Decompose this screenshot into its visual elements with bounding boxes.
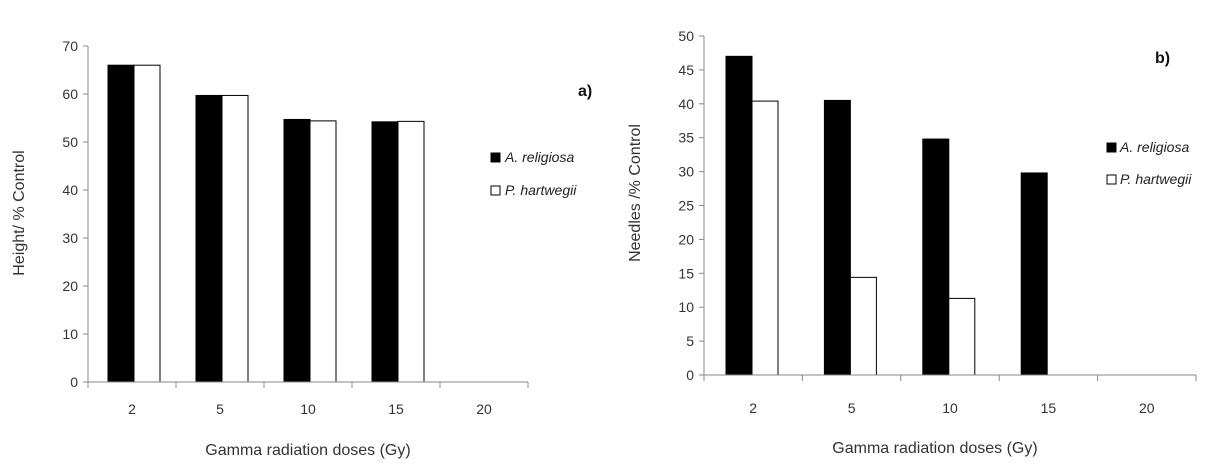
chart-a-legend-label-p-hartwegii: P. hartwegii	[505, 182, 577, 198]
chart-b-x-tick-label: 5	[848, 400, 856, 416]
chart-a-x-tick-label: 5	[216, 401, 224, 417]
chart-b-y-tick-label: 15	[678, 265, 694, 281]
chart-a-legend: A. religiosa P. hartwegii	[490, 149, 577, 198]
chart-b-bar-a-religiosa-10	[922, 138, 950, 376]
chart-a-bar-p-hartwegii-2	[133, 64, 161, 383]
chart-b-x-tick-label: 20	[1139, 400, 1155, 416]
chart-a-bar-a-religiosa-5	[195, 94, 223, 383]
chart-a-bar-p-hartwegii-5	[221, 94, 249, 383]
chart-a-x-tick-label: 10	[300, 401, 316, 417]
chart-b-legend-swatch-a-religiosa	[1106, 142, 1117, 153]
chart-b-y-tick-label: 45	[678, 62, 694, 78]
chart-b-x-tick-label: 15	[1041, 400, 1057, 416]
chart-a-bar-a-religiosa-10	[283, 118, 311, 383]
chart-a-y-tick-label: 70	[62, 38, 78, 54]
chart-a-y-tick-label: 20	[62, 278, 78, 294]
chart-b-y-tick-label: 10	[678, 299, 694, 315]
chart-b-x-tick-label: 2	[749, 400, 757, 416]
chart-a-y-tick-label: 50	[62, 134, 78, 150]
chart-b-y-tick-label: 50	[678, 28, 694, 44]
chart-b-bar-a-religiosa-15	[1020, 172, 1048, 376]
chart-b-y-tick-label: 35	[678, 130, 694, 146]
chart-b-y-axis-title: Needles /% Control	[627, 124, 644, 262]
chart-b-legend-label-p-hartwegii: P. hartwegii	[1120, 171, 1192, 187]
chart-b-panel-label: b)	[1155, 50, 1170, 67]
chart-a-x-tick-label: 2	[128, 401, 136, 417]
chart-b-bar-p-hartwegii-2	[751, 100, 779, 376]
chart-a-y-tick-label: 40	[62, 182, 78, 198]
chart-a-bar-p-hartwegii-15	[397, 120, 425, 383]
chart-b-y-tick-label: 0	[686, 367, 694, 383]
chart-b-y-tick-label: 25	[678, 198, 694, 214]
chart-a-y-tick-label: 30	[62, 230, 78, 246]
chart-a-x-axis-title: Gamma radiation doses (Gy)	[205, 442, 410, 459]
chart-a-y-tick-label: 10	[62, 326, 78, 342]
chart-a-y-axis-title: Height/ % Control	[11, 150, 28, 275]
chart-b-bar-a-religiosa-2	[725, 55, 753, 376]
chart-b-bar-p-hartwegii-5	[849, 276, 877, 376]
chart-a-legend-label-a-religiosa: A. religiosa	[504, 149, 574, 165]
chart-a-legend-swatch-p-hartwegii	[490, 185, 501, 196]
chart-a-x-tick-label: 15	[388, 401, 404, 417]
chart-b-bar-p-hartwegii-10	[948, 297, 976, 376]
chart-b-bar-a-religiosa-5	[823, 99, 851, 376]
chart-b-y-tick-label: 30	[678, 164, 694, 180]
chart-b-y-tick-label: 40	[678, 96, 694, 112]
chart-b-x-tick-label: 10	[942, 400, 958, 416]
chart-a-panel-label: a)	[578, 83, 592, 100]
chart-b-legend-swatch-p-hartwegii	[1106, 174, 1117, 185]
chart-a-legend-swatch-a-religiosa	[490, 152, 501, 163]
chart-a-y-tick-label: 60	[62, 86, 78, 102]
chart-b: b) Needles /% Control Gamma radiation do…	[627, 28, 1197, 457]
chart-a-y-tick-label: 0	[70, 374, 78, 390]
chart-a: a) Height/ % Control Gamma radiation dos…	[11, 38, 592, 459]
chart-b-y-tick-label: 20	[678, 231, 694, 247]
chart-b-legend-label-a-religiosa: A. religiosa	[1119, 139, 1189, 155]
chart-a-bar-a-religiosa-2	[107, 64, 135, 383]
chart-a-x-tick-label: 20	[476, 401, 492, 417]
chart-b-legend: A. religiosa P. hartwegii	[1106, 139, 1192, 187]
chart-b-x-axis-title: Gamma radiation doses (Gy)	[832, 440, 1037, 457]
chart-a-bar-a-religiosa-15	[371, 121, 399, 383]
chart-b-y-tick-label: 5	[686, 333, 694, 349]
chart-a-bar-p-hartwegii-10	[309, 120, 337, 383]
